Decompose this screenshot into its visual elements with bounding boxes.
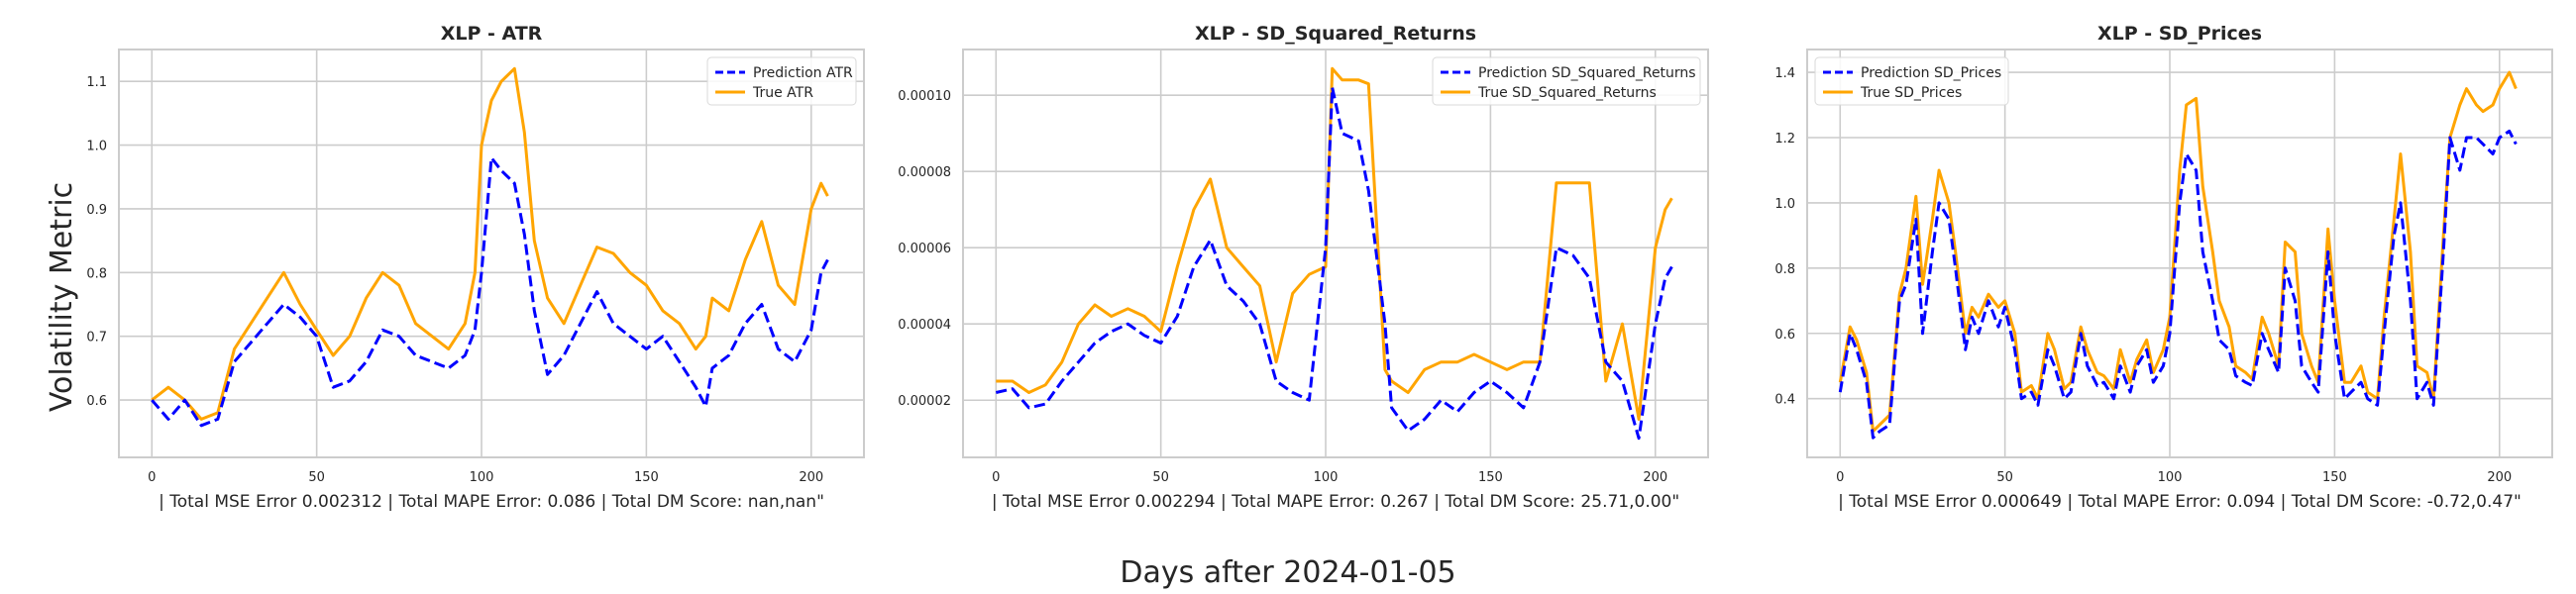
legend-box <box>1432 56 1701 106</box>
prediction-series-line <box>995 86 1673 441</box>
axes-frame <box>962 49 1709 458</box>
y-tick-label: 1.1 <box>86 75 107 90</box>
y-tick-label: 0.8 <box>1774 262 1795 277</box>
x-tick-label: 200 <box>1643 470 1667 485</box>
true-series-line <box>996 66 1673 421</box>
y-tick-label: 0.00010 <box>898 89 951 104</box>
y-tick-label: 0.00006 <box>898 242 951 256</box>
subplot-1: 0 50 100 150 200 0.6 0.7 0.8 0.9 1.0 1.1 XLP - ATR |… <box>86 23 865 512</box>
y-tick-label: 0.00008 <box>898 165 951 180</box>
legend-label: True SD_Squared_Returns <box>1477 85 1657 101</box>
plot-area <box>119 50 864 457</box>
legend-label: Prediction ATR <box>753 65 853 81</box>
x-tick-label: 200 <box>799 470 823 485</box>
prediction-series-line <box>151 155 829 428</box>
legend-label: Prediction SD_Squared_Returns <box>1478 65 1696 81</box>
subplot-x-label: | Total MSE Error 0.002312 | Total MAPE … <box>159 492 824 512</box>
y-tick-label: 1.2 <box>1774 132 1795 147</box>
true-series-line <box>1838 70 2518 434</box>
y-tick-label: 0.7 <box>86 331 107 346</box>
subplot-2: 0 50 100 150 200 0.00002 0.00004 0.00006 0.00008… <box>898 23 1709 512</box>
y-tick-label: 0.4 <box>1774 393 1795 408</box>
series-group <box>1838 70 2518 440</box>
x-tick-label: 200 <box>2487 470 2512 485</box>
y-tick-label: 0.00004 <box>898 318 951 333</box>
series-group <box>151 66 829 428</box>
subplot-title: XLP - SD_Squared_Returns <box>1195 23 1476 45</box>
legend-label: True SD_Prices <box>1860 85 1962 101</box>
subplot-x-label: | Total MSE Error 0.000649 | Total MAPE … <box>1838 492 2522 512</box>
x-tick-label: 50 <box>1996 470 2013 485</box>
y-tick-label: 1.0 <box>1774 197 1795 212</box>
shared-y-axis-label: Volatility Metric <box>45 182 79 412</box>
subplot-3: 0 50 100 150 200 0.4 0.6 0.8 1.0 1.2 1.4 XLP - SD_P… <box>1774 23 2553 512</box>
axes-frame <box>1806 49 2553 458</box>
x-tick-label: 150 <box>2322 470 2347 485</box>
x-tick-label: 0 <box>992 470 1000 485</box>
legend: Prediction SD_Prices True SD_Prices <box>1814 56 2009 106</box>
y-tick-label: 0.6 <box>1774 328 1795 343</box>
x-tick-label: 0 <box>1836 470 1844 485</box>
y-tick-label: 0.6 <box>86 394 107 409</box>
y-tick-label: 0.9 <box>86 203 107 218</box>
x-tick-label: 150 <box>634 470 659 485</box>
prediction-series-line <box>1838 129 2518 440</box>
x-tick-label: 50 <box>1152 470 1169 485</box>
y-tick-label: 1.0 <box>86 140 107 154</box>
x-tick-label: 100 <box>470 470 494 485</box>
legend-box <box>1814 56 2009 106</box>
x-tick-label: 50 <box>308 470 325 485</box>
subplots: 0 50 100 150 200 0.6 0.7 0.8 0.9 1.0 1.1 XLP - ATR |… <box>86 23 2553 512</box>
plot-area <box>963 50 1708 457</box>
legend: Prediction ATR True ATR <box>706 56 857 106</box>
x-tick-label: 100 <box>2158 470 2183 485</box>
axes-frame <box>118 49 865 458</box>
y-tick-label: 0.8 <box>86 266 107 281</box>
x-tick-label: 0 <box>148 470 156 485</box>
x-tick-label: 150 <box>1478 470 1503 485</box>
subplot-x-label: | Total MSE Error 0.002294 | Total MAPE … <box>992 492 1679 512</box>
y-tick-label: 1.4 <box>1774 66 1795 81</box>
subplot-title: XLP - ATR <box>441 23 543 45</box>
legend-label: Prediction SD_Prices <box>1861 65 2001 81</box>
legend-label: True ATR <box>752 85 813 101</box>
y-tick-label: 0.00002 <box>898 394 951 409</box>
x-tick-label: 100 <box>1314 470 1339 485</box>
figure-x-axis-label: Days after 2024-01-05 <box>1120 555 1455 590</box>
legend: Prediction SD_Squared_Returns True SD_Squ… <box>1432 56 1701 106</box>
subplot-title: XLP - SD_Prices <box>2097 23 2262 45</box>
true-series-line <box>151 66 829 421</box>
series-group <box>995 66 1673 441</box>
